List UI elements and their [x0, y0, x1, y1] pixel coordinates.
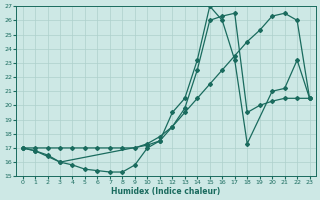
- X-axis label: Humidex (Indice chaleur): Humidex (Indice chaleur): [111, 187, 221, 196]
